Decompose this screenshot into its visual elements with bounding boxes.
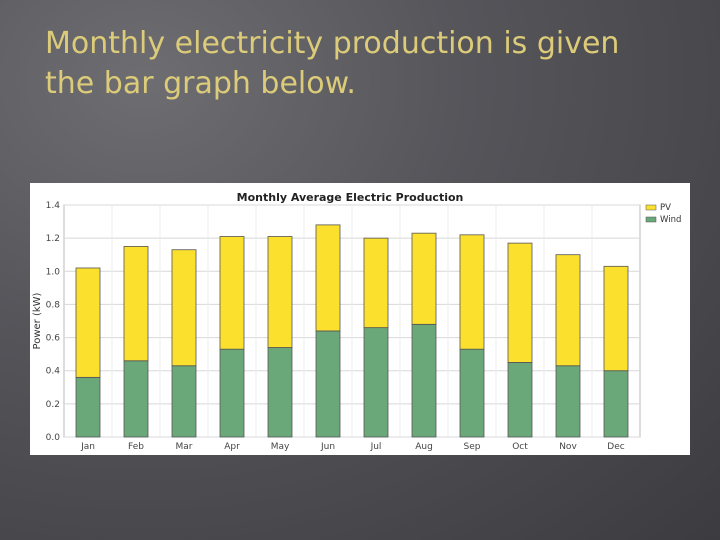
bar-pv <box>411 232 437 325</box>
legend-swatch <box>645 204 657 211</box>
x-tick-label: Nov <box>559 442 577 452</box>
bar-wind <box>603 370 629 438</box>
bar-pv <box>315 224 341 332</box>
slide-title-line-2: the bar graph below. <box>45 66 356 101</box>
bar-wind <box>363 327 389 438</box>
bar-pv <box>171 249 197 367</box>
x-tick-label: Sep <box>464 442 481 452</box>
bar-wind <box>411 323 437 438</box>
x-tick-label: Oct <box>512 442 528 452</box>
bar-pv <box>363 237 389 329</box>
bars <box>75 224 629 438</box>
bar-pv <box>267 236 293 348</box>
chart-panel: Monthly Average Electric Production Powe… <box>30 183 690 455</box>
bar-pv <box>75 267 101 378</box>
legend-swatch <box>645 216 657 223</box>
y-tick-label: 0.0 <box>46 433 61 443</box>
bar-pv <box>507 242 533 363</box>
y-tick-label: 0.4 <box>46 367 61 377</box>
legend-label: Wind <box>660 215 681 225</box>
y-tick-label: 1.0 <box>46 267 61 277</box>
x-tick-label: Dec <box>607 442 624 452</box>
bar-pv <box>459 234 485 350</box>
x-tick-label: Apr <box>224 442 240 452</box>
y-tick-label: 0.2 <box>46 400 60 410</box>
slide-title-line-1: Monthly electricity production is given <box>45 26 620 61</box>
axes: 0.0 0.2 0.4 0.6 0.8 1.0 1.2 1.4 Jan Feb Mar Apr May J… <box>46 201 625 452</box>
bar-wind <box>75 376 101 438</box>
bar-wind <box>219 348 245 438</box>
x-tick-label: Jul <box>370 442 382 452</box>
bar-wind <box>123 360 149 438</box>
x-tick-label: May <box>271 442 290 452</box>
bar-wind <box>315 330 341 438</box>
x-tick-label: Jan <box>80 442 95 452</box>
bar-chart: Monthly Average Electric Production Powe… <box>32 191 681 452</box>
bar-pv <box>603 265 629 372</box>
bar-pv <box>123 246 149 362</box>
bar-wind <box>267 347 293 438</box>
bar-pv <box>555 254 581 367</box>
x-tick-label: Jun <box>320 442 335 452</box>
bar-wind <box>171 365 197 438</box>
y-axis-label: Power (kW) <box>32 292 43 349</box>
slide-title: Monthly electricity production is given … <box>45 24 685 104</box>
bar-wind <box>507 362 533 438</box>
chart-title: Monthly Average Electric Production <box>237 191 464 204</box>
bar-pv <box>219 236 245 350</box>
legend: PV Wind <box>645 203 681 225</box>
x-tick-label: Feb <box>128 442 144 452</box>
y-tick-label: 1.4 <box>46 201 61 211</box>
bar-wind <box>459 348 485 438</box>
x-tick-label: Mar <box>176 442 193 452</box>
x-tick-label: Aug <box>415 442 433 452</box>
grid <box>63 204 641 438</box>
y-tick-label: 0.6 <box>46 334 61 344</box>
y-tick-label: 1.2 <box>46 234 60 244</box>
legend-label: PV <box>660 203 671 213</box>
bar-wind <box>555 365 581 438</box>
y-tick-label: 0.8 <box>46 300 61 310</box>
